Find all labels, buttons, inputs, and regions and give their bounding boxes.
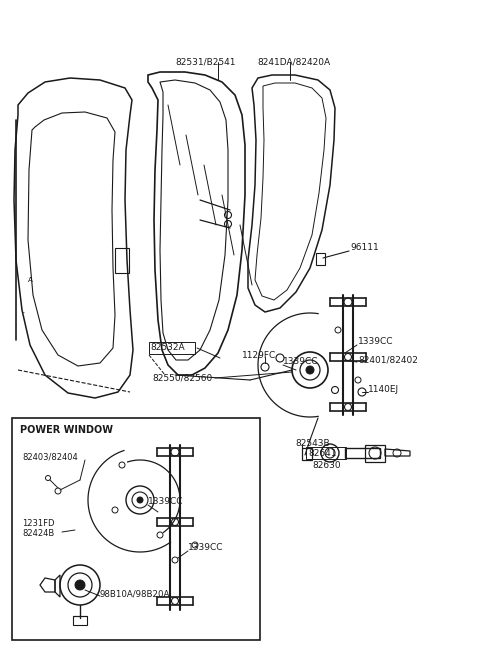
Text: 1339CC: 1339CC bbox=[148, 497, 183, 507]
Bar bbox=[12, 418, 260, 640]
Text: 82543B: 82543B bbox=[295, 438, 330, 447]
Text: 82550/82560: 82550/82560 bbox=[152, 373, 212, 382]
Text: 82630: 82630 bbox=[312, 461, 341, 470]
Bar bbox=[115, 248, 129, 273]
Text: 82532A: 82532A bbox=[150, 344, 185, 353]
Circle shape bbox=[306, 366, 314, 374]
Bar bbox=[316, 253, 325, 265]
Text: 1339CC: 1339CC bbox=[283, 357, 319, 367]
Bar bbox=[73, 616, 87, 625]
Text: 96111: 96111 bbox=[350, 244, 379, 252]
Text: POWER WINDOW: POWER WINDOW bbox=[20, 425, 113, 435]
Bar bbox=[149, 342, 195, 354]
Text: 1339CC: 1339CC bbox=[358, 338, 394, 346]
Text: 1140EJ: 1140EJ bbox=[368, 386, 399, 394]
Text: 98B10A/98B20A: 98B10A/98B20A bbox=[100, 589, 170, 599]
Bar bbox=[306, 447, 346, 459]
Text: 1129FC: 1129FC bbox=[242, 350, 276, 359]
Text: 82401/82402: 82401/82402 bbox=[358, 355, 418, 365]
Circle shape bbox=[75, 580, 85, 590]
Text: 8241DA/82420A: 8241DA/82420A bbox=[257, 58, 330, 66]
Text: A: A bbox=[28, 277, 33, 283]
Text: 1339CC: 1339CC bbox=[188, 543, 224, 553]
Circle shape bbox=[137, 497, 143, 503]
Text: 82403/82404: 82403/82404 bbox=[22, 453, 78, 461]
Text: 1231FD: 1231FD bbox=[22, 520, 55, 528]
Text: 82424B: 82424B bbox=[22, 530, 54, 539]
Text: 82531/B2541: 82531/B2541 bbox=[175, 58, 236, 66]
Text: 82641: 82641 bbox=[308, 449, 336, 457]
Text: .: . bbox=[22, 305, 25, 315]
